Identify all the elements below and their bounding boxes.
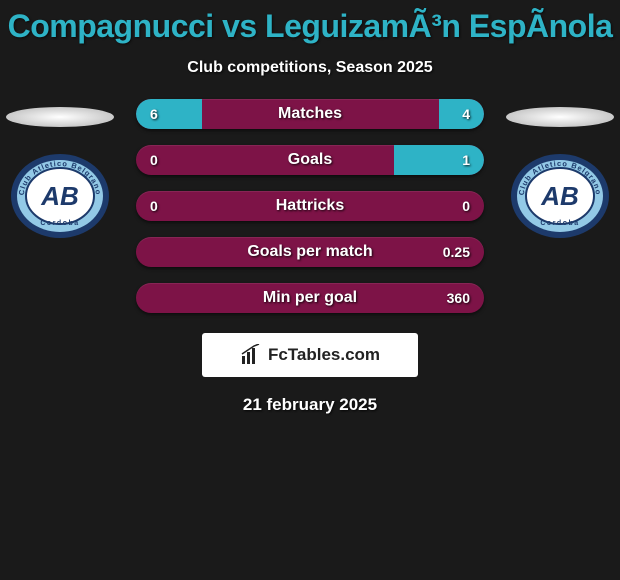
svg-text:Cordoba: Cordoba <box>540 220 579 227</box>
brand-logo: FcTables.com <box>202 333 418 377</box>
stat-row: 6Matches4 <box>136 99 484 129</box>
page-title: Compagnucci vs LeguizamÃ³n EspÃ­nola <box>0 0 620 45</box>
stat-value-right: 1 <box>462 145 470 175</box>
stat-value-right: 4 <box>462 99 470 129</box>
stat-row: 0Hattricks0 <box>136 191 484 221</box>
stat-label: Hattricks <box>136 191 484 221</box>
stat-row: Min per goal360 <box>136 283 484 313</box>
svg-text:AB: AB <box>540 181 579 211</box>
stat-value-right: 360 <box>447 283 470 313</box>
stat-value-right: 0.25 <box>443 237 470 267</box>
brand-text: FcTables.com <box>268 345 380 365</box>
badge-icon: Club Atletico Belgrano AB Cordoba <box>510 153 610 239</box>
stat-label: Goals <box>136 145 484 175</box>
date-label: 21 february 2025 <box>0 395 620 415</box>
stat-label: Matches <box>136 99 484 129</box>
club-badge-left: Club Atletico Belgrano AB Cordoba <box>10 153 110 239</box>
club-badge-right: Club Atletico Belgrano AB Cordoba <box>510 153 610 239</box>
stat-label: Goals per match <box>136 237 484 267</box>
svg-text:Cordoba: Cordoba <box>40 220 79 227</box>
player-photo-right <box>506 107 614 127</box>
player-photo-left <box>6 107 114 127</box>
stat-row: 0Goals1 <box>136 145 484 175</box>
stat-value-right: 0 <box>462 191 470 221</box>
stat-label: Min per goal <box>136 283 484 313</box>
comparison-container: Club Atletico Belgrano AB Cordoba Club A… <box>0 99 620 313</box>
bar-chart-icon <box>240 344 262 366</box>
stat-row: Goals per match0.25 <box>136 237 484 267</box>
page-subtitle: Club competitions, Season 2025 <box>0 59 620 77</box>
svg-text:AB: AB <box>40 181 79 211</box>
badge-icon: Club Atletico Belgrano AB Cordoba <box>10 153 110 239</box>
